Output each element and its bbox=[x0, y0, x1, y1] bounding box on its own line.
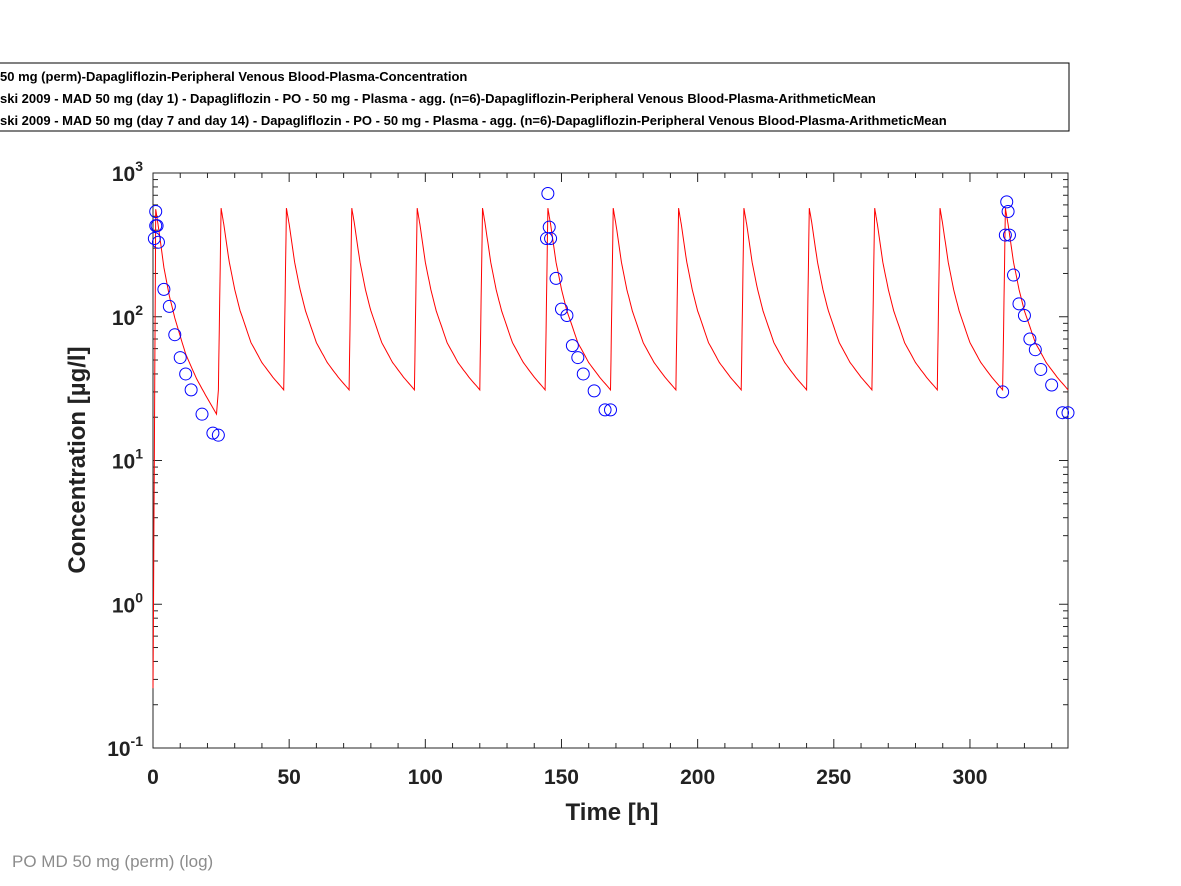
x-tick-label: 150 bbox=[544, 766, 579, 789]
observed-point-day1 bbox=[173, 351, 187, 365]
observed-point-day7-14 bbox=[1045, 378, 1059, 392]
legend-entry-simulation: 50 mg (perm)-Dapagliflozin-Peripheral Ve… bbox=[0, 69, 467, 84]
legend-entry-day7-14: ski 2009 - MAD 50 mg (day 7 and day 14) … bbox=[0, 113, 947, 128]
observed-point-day7-14 bbox=[1056, 406, 1070, 420]
legend-box bbox=[0, 62, 1070, 132]
x-axis-title: Time [h] bbox=[566, 799, 659, 826]
y-tick-label: 101 bbox=[112, 446, 143, 474]
x-tick-label: 250 bbox=[816, 766, 851, 789]
observed-point-day7-14 bbox=[549, 271, 563, 285]
x-tick-label: 200 bbox=[680, 766, 715, 789]
observed-point-day7-14 bbox=[571, 351, 585, 365]
observed-point-day7-14 bbox=[565, 339, 579, 353]
observed-point-day1 bbox=[184, 383, 198, 397]
observed-point-day1 bbox=[149, 204, 163, 218]
observed-point-day7-14 bbox=[541, 187, 555, 201]
y-tick-label: 10-1 bbox=[107, 733, 143, 761]
observed-point-day7-14 bbox=[587, 384, 601, 398]
observed-point-day7-14 bbox=[1023, 332, 1037, 346]
observed-point-day7-14 bbox=[1001, 204, 1015, 218]
axes: 0 50 100 150 200 250 300 10-1 100 101 102 103 bbox=[107, 158, 1069, 789]
observed-point-day7-14 bbox=[1000, 195, 1014, 209]
observed-point-day1 bbox=[168, 328, 182, 342]
observed-point-day1 bbox=[157, 282, 171, 296]
x-tick-label: 300 bbox=[952, 766, 987, 789]
y-axis-title: Concentration [µg/l] bbox=[64, 346, 91, 573]
legend: 50 mg (perm)-Dapagliflozin-Peripheral Ve… bbox=[0, 62, 1070, 132]
footer-caption: PO MD 50 mg (perm) (log) bbox=[12, 852, 214, 871]
observed-point-day7-14 bbox=[998, 228, 1012, 242]
x-tick-label: 0 bbox=[147, 766, 159, 789]
observed-point-day1 bbox=[211, 428, 225, 442]
observed-point-day7-14 bbox=[1002, 228, 1016, 242]
y-tick-label: 102 bbox=[112, 302, 143, 330]
observed-point-day7-14 bbox=[1061, 406, 1075, 420]
observed-point-day1 bbox=[147, 232, 161, 246]
observed-point-day1 bbox=[195, 407, 209, 421]
simulation-line-group bbox=[152, 208, 1069, 689]
observed-point-day1 bbox=[179, 367, 193, 381]
observed-point-day7-14 bbox=[604, 403, 617, 417]
observed-point-day1 bbox=[150, 219, 164, 233]
plot-frame bbox=[152, 172, 1069, 749]
observed-point-day7-14 bbox=[598, 403, 612, 417]
observed-point-day7-14 bbox=[1007, 268, 1021, 282]
observed-point-day7-14 bbox=[996, 385, 1010, 399]
x-tick-label: 50 bbox=[277, 766, 300, 789]
observed-point-day1 bbox=[206, 426, 220, 440]
observed-point-day7-14 bbox=[1034, 362, 1048, 376]
observed-points-group bbox=[147, 187, 1075, 442]
observed-point-day7-14 bbox=[1028, 343, 1042, 357]
observed-point-day7-14 bbox=[1012, 297, 1026, 311]
y-tick-label: 103 bbox=[112, 158, 143, 186]
x-tick-label: 100 bbox=[408, 766, 443, 789]
legend-entry-day1: ski 2009 - MAD 50 mg (day 1) - Dapaglifl… bbox=[0, 91, 876, 106]
simulation-line bbox=[152, 208, 1069, 689]
observed-point-day1 bbox=[151, 235, 165, 249]
observed-point-day7-14 bbox=[560, 309, 574, 323]
observed-point-day7-14 bbox=[544, 232, 558, 246]
observed-point-day7-14 bbox=[576, 367, 590, 381]
observed-point-day7-14 bbox=[542, 220, 556, 234]
observed-point-day7-14 bbox=[1017, 309, 1031, 323]
y-tick-label: 100 bbox=[112, 589, 143, 617]
observed-point-day1 bbox=[162, 299, 176, 313]
